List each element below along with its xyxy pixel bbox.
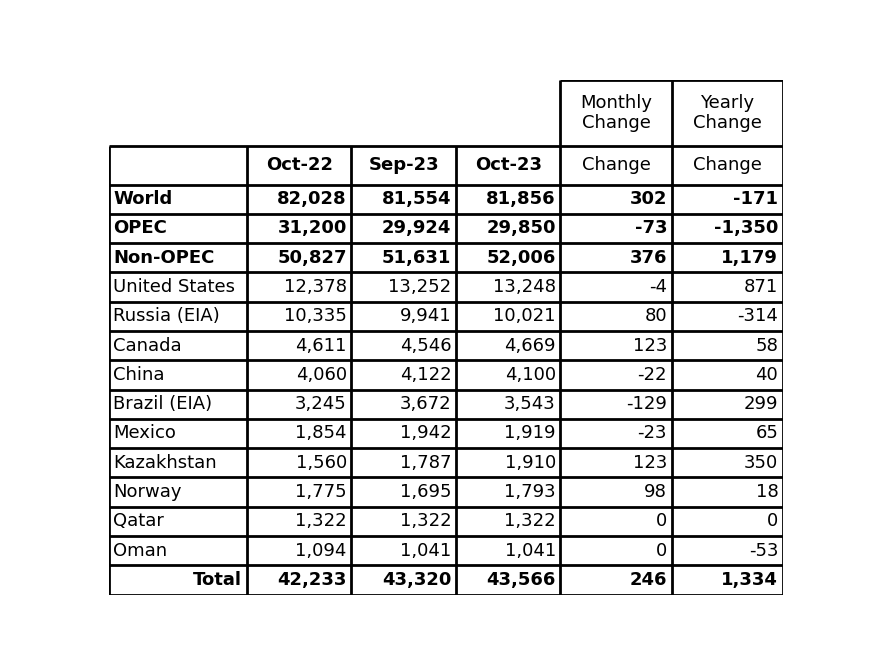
Text: 13,252: 13,252 [388, 278, 451, 296]
Text: 4,611: 4,611 [295, 337, 347, 355]
Text: Change: Change [692, 156, 761, 174]
Text: 376: 376 [629, 248, 667, 267]
Text: -171: -171 [733, 190, 778, 208]
Text: 1,775: 1,775 [295, 483, 347, 501]
Text: 40: 40 [754, 366, 778, 384]
Text: -23: -23 [637, 424, 667, 442]
Text: 0: 0 [655, 512, 667, 530]
Text: 1,041: 1,041 [504, 542, 555, 560]
Text: 4,100: 4,100 [504, 366, 555, 384]
Text: 81,856: 81,856 [486, 190, 555, 208]
Text: -314: -314 [737, 307, 778, 325]
Text: OPEC: OPEC [113, 220, 167, 238]
Text: 42,233: 42,233 [277, 571, 347, 589]
Text: Monthly
Change: Monthly Change [580, 94, 652, 132]
Text: Oman: Oman [113, 542, 168, 560]
Text: 31,200: 31,200 [277, 220, 347, 238]
Text: -4: -4 [648, 278, 667, 296]
Text: Sep-23: Sep-23 [368, 156, 439, 174]
Text: 29,850: 29,850 [486, 220, 555, 238]
Text: 58: 58 [754, 337, 778, 355]
Text: 123: 123 [632, 337, 667, 355]
Text: China: China [113, 366, 165, 384]
Text: 9,941: 9,941 [399, 307, 451, 325]
Text: Oct-23: Oct-23 [474, 156, 541, 174]
Text: Non-OPEC: Non-OPEC [113, 248, 215, 267]
Text: 1,322: 1,322 [503, 512, 555, 530]
Text: 10,335: 10,335 [283, 307, 347, 325]
Text: 0: 0 [766, 512, 778, 530]
Text: 80: 80 [644, 307, 667, 325]
Text: 13,248: 13,248 [492, 278, 555, 296]
Text: 871: 871 [743, 278, 778, 296]
Text: 43,566: 43,566 [486, 571, 555, 589]
Text: 0: 0 [655, 542, 667, 560]
Text: 4,060: 4,060 [295, 366, 347, 384]
Text: Qatar: Qatar [113, 512, 164, 530]
Text: -53: -53 [748, 542, 778, 560]
Text: 50,827: 50,827 [277, 248, 347, 267]
Text: Oct-22: Oct-22 [265, 156, 332, 174]
Text: Yearly
Change: Yearly Change [692, 94, 761, 132]
Text: 1,560: 1,560 [295, 454, 347, 472]
Text: Change: Change [581, 156, 650, 174]
Text: Norway: Norway [113, 483, 182, 501]
Text: 10,021: 10,021 [493, 307, 555, 325]
Text: Russia (EIA): Russia (EIA) [113, 307, 220, 325]
Text: 1,854: 1,854 [295, 424, 347, 442]
Text: 302: 302 [629, 190, 667, 208]
Text: 1,094: 1,094 [295, 542, 347, 560]
Text: 299: 299 [743, 395, 778, 413]
Text: 1,322: 1,322 [295, 512, 347, 530]
Text: 81,554: 81,554 [381, 190, 451, 208]
Text: 51,631: 51,631 [381, 248, 451, 267]
Text: 4,122: 4,122 [399, 366, 451, 384]
Text: 82,028: 82,028 [277, 190, 347, 208]
Text: 12,378: 12,378 [283, 278, 347, 296]
Text: 29,924: 29,924 [381, 220, 451, 238]
Text: Canada: Canada [113, 337, 182, 355]
Text: 52,006: 52,006 [486, 248, 555, 267]
Text: 1,793: 1,793 [503, 483, 555, 501]
Text: 1,919: 1,919 [504, 424, 555, 442]
Text: 18: 18 [754, 483, 778, 501]
Text: -1,350: -1,350 [713, 220, 778, 238]
Text: 1,322: 1,322 [399, 512, 451, 530]
Text: 3,543: 3,543 [503, 395, 555, 413]
Text: -73: -73 [634, 220, 667, 238]
Text: 246: 246 [629, 571, 667, 589]
Text: Kazakhstan: Kazakhstan [113, 454, 217, 472]
Text: 4,669: 4,669 [504, 337, 555, 355]
Text: 65: 65 [754, 424, 778, 442]
Text: 123: 123 [632, 454, 667, 472]
Text: 1,787: 1,787 [400, 454, 451, 472]
Text: 4,546: 4,546 [399, 337, 451, 355]
Text: 1,942: 1,942 [399, 424, 451, 442]
Text: 1,179: 1,179 [720, 248, 778, 267]
Text: Mexico: Mexico [113, 424, 176, 442]
Text: Brazil (EIA): Brazil (EIA) [113, 395, 212, 413]
Text: 3,245: 3,245 [295, 395, 347, 413]
Text: 43,320: 43,320 [381, 571, 451, 589]
Text: -129: -129 [626, 395, 667, 413]
Text: 1,695: 1,695 [400, 483, 451, 501]
Text: 350: 350 [743, 454, 778, 472]
Text: 3,672: 3,672 [399, 395, 451, 413]
Text: World: World [113, 190, 173, 208]
Text: Total: Total [193, 571, 242, 589]
Text: -22: -22 [637, 366, 667, 384]
Text: 1,334: 1,334 [720, 571, 778, 589]
Text: 1,910: 1,910 [504, 454, 555, 472]
Text: 1,041: 1,041 [400, 542, 451, 560]
Text: United States: United States [113, 278, 235, 296]
Text: 98: 98 [643, 483, 667, 501]
